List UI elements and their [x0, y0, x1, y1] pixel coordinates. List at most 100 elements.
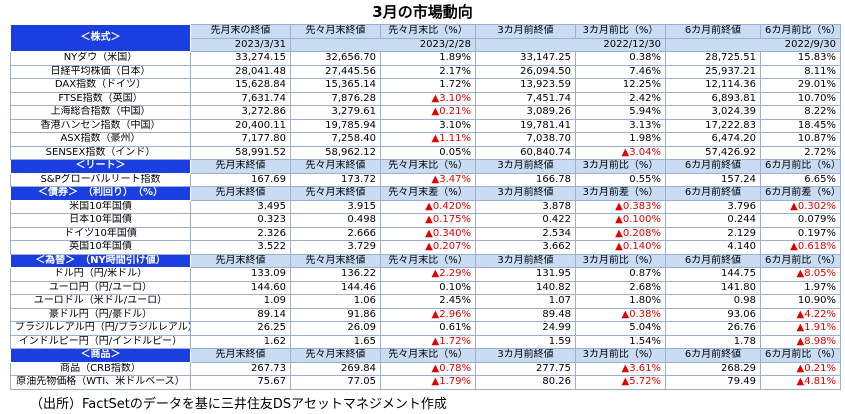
- row-name: 英国10年国債: [10, 240, 191, 255]
- row-name: インドルピー円（円/インドルピー）: [10, 334, 191, 349]
- value-cell: 0.422: [475, 213, 576, 228]
- value-cell: 0.244: [665, 213, 761, 228]
- value-cell: 3.10%: [380, 118, 476, 133]
- value-cell: 60,840.74: [475, 145, 576, 160]
- value-cell: 75.67: [190, 375, 291, 390]
- value-cell: 58,962.12: [290, 145, 381, 160]
- date-cell: 2022/12/30: [475, 37, 666, 52]
- value-cell: 2.666: [290, 226, 381, 241]
- value-cell: 6,893.81: [665, 91, 761, 106]
- value-cell: 79.49: [665, 375, 761, 390]
- value-cell: 10.87%: [760, 132, 841, 147]
- value-cell: 1.89%: [380, 51, 476, 66]
- data-row: S&Pグローバルリート指数 167.69 173.72 ▲3.47% 166.78 0.5…: [10, 172, 841, 187]
- column-header: 6カ月前終値: [665, 159, 761, 174]
- value-cell: 269.84: [290, 361, 381, 376]
- value-cell: 8.22%: [760, 105, 841, 120]
- value-cell: 93.06: [665, 307, 761, 322]
- value-cell: 17,222.83: [665, 118, 761, 133]
- value-cell: 144.60: [190, 280, 291, 295]
- value-cell: 0.87%: [575, 267, 666, 282]
- value-cell: 28,725.51: [665, 51, 761, 66]
- value-cell: 89.48: [475, 307, 576, 322]
- value-cell: 26.76: [665, 321, 761, 336]
- column-header: 3カ月前終値: [475, 24, 576, 39]
- value-cell: 7,258.40: [290, 132, 381, 147]
- column-header: 先々月末終値: [290, 186, 381, 201]
- section-label: ＜債券＞ （利回り） （%）: [10, 186, 191, 201]
- column-header: 先月末終値: [190, 186, 291, 201]
- value-cell: 3.13%: [575, 118, 666, 133]
- value-cell: 7,451.74: [475, 91, 576, 106]
- value-cell: 133.09: [190, 267, 291, 282]
- value-cell: 10.90%: [760, 294, 841, 309]
- column-header: 先々月末終値: [290, 159, 381, 174]
- data-row: ドル円（円/米ドル） 133.09 136.22 ▲2.29% 131.95 0.87% 1…: [10, 267, 841, 282]
- value-cell: 1.62: [190, 334, 291, 349]
- column-header: 3カ月前比（%）: [575, 24, 666, 39]
- column-header: 先々月末比（%）: [380, 24, 476, 39]
- data-row: 香港ハンセン指数（中国） 20,400.11 19,785.94 3.10% 19,78…: [10, 118, 841, 133]
- column-header: 先々月末比（%）: [380, 253, 476, 268]
- value-cell: ▲0.175%: [380, 213, 476, 228]
- column-header: 6カ月前終値: [665, 253, 761, 268]
- row-name: 日経平均株価（日本）: [10, 64, 191, 79]
- column-header: 3カ月前終値: [475, 253, 576, 268]
- value-cell: 29.01%: [760, 78, 841, 93]
- column-header: 先々月末差（%）: [380, 186, 476, 201]
- value-cell: 26,094.50: [475, 64, 576, 79]
- value-cell: 1.54%: [575, 334, 666, 349]
- value-cell: 3.662: [475, 240, 576, 255]
- value-cell: 2.42%: [575, 91, 666, 106]
- value-cell: 2.68%: [575, 280, 666, 295]
- value-cell: 57,426.92: [665, 145, 761, 160]
- value-cell: 136.22: [290, 267, 381, 282]
- value-cell: ▲0.21%: [760, 361, 841, 376]
- page-title: 3月の市場動向: [372, 3, 473, 21]
- value-cell: 19,781.41: [475, 118, 576, 133]
- value-cell: 33,274.15: [190, 51, 291, 66]
- value-cell: 8.11%: [760, 64, 841, 79]
- value-cell: 167.69: [190, 172, 291, 187]
- value-cell: 0.197%: [760, 226, 841, 241]
- value-cell: 7.46%: [575, 64, 666, 79]
- value-cell: 1.78: [665, 334, 761, 349]
- value-cell: 0.98: [665, 294, 761, 309]
- column-header: 先々月末終値: [290, 348, 381, 363]
- value-cell: 58,991.52: [190, 145, 291, 160]
- value-cell: 1.65: [290, 334, 381, 349]
- value-cell: 2.129: [665, 226, 761, 241]
- row-name: 香港ハンセン指数（中国）: [10, 118, 191, 133]
- value-cell: 25,937.21: [665, 64, 761, 79]
- column-header: 3カ月前比（%）: [575, 159, 666, 174]
- value-cell: ▲0.207%: [380, 240, 476, 255]
- value-cell: 15.83%: [760, 51, 841, 66]
- value-cell: 32,656.70: [290, 51, 381, 66]
- column-header: 先々月末比（%）: [380, 159, 476, 174]
- value-cell: 144.75: [665, 267, 761, 282]
- section-header-row: ＜債券＞ （利回り） （%） 先月末終値 先々月末終値 先々月末差（%） 3カ月前終値 3…: [10, 186, 841, 201]
- value-cell: ▲2.29%: [380, 267, 476, 282]
- data-row: FTSE指数（英国） 7,631.74 7,876.28 ▲3.10% 7,451.74…: [10, 91, 841, 106]
- value-cell: 7,876.28: [290, 91, 381, 106]
- data-row: ASX指数（豪州） 7,177.80 7,258.40 ▲1.11% 7,038.70 1…: [10, 132, 841, 147]
- row-name: SENSEX指数（インド）: [10, 145, 191, 160]
- value-cell: 0.61%: [380, 321, 476, 336]
- row-name: ドル円（円/米ドル）: [10, 267, 191, 282]
- data-row: 豪ドル円（円/豪ドル） 89.14 91.86 ▲2.96% 89.48 ▲0.38% 93…: [10, 307, 841, 322]
- value-cell: 141.80: [665, 280, 761, 295]
- row-name: 上海総合指数（中国）: [10, 105, 191, 120]
- row-name: 日本10年国債: [10, 213, 191, 228]
- value-cell: ▲1.11%: [380, 132, 476, 147]
- column-header: 先月末終値: [190, 348, 291, 363]
- value-cell: 15,365.14: [290, 78, 381, 93]
- value-cell: 166.78: [475, 172, 576, 187]
- row-name: ブラジルレアル円（円/ブラジルレアル）: [10, 321, 191, 336]
- value-cell: ▲3.61%: [575, 361, 666, 376]
- value-cell: 27,445.56: [290, 64, 381, 79]
- value-cell: 20,400.11: [190, 118, 291, 133]
- value-cell: 1.97%: [760, 280, 841, 295]
- value-cell: ▲0.420%: [380, 199, 476, 214]
- date-row: 2023/3/31 2023/2/28 2022/12/30 2022/9/30: [11, 37, 841, 52]
